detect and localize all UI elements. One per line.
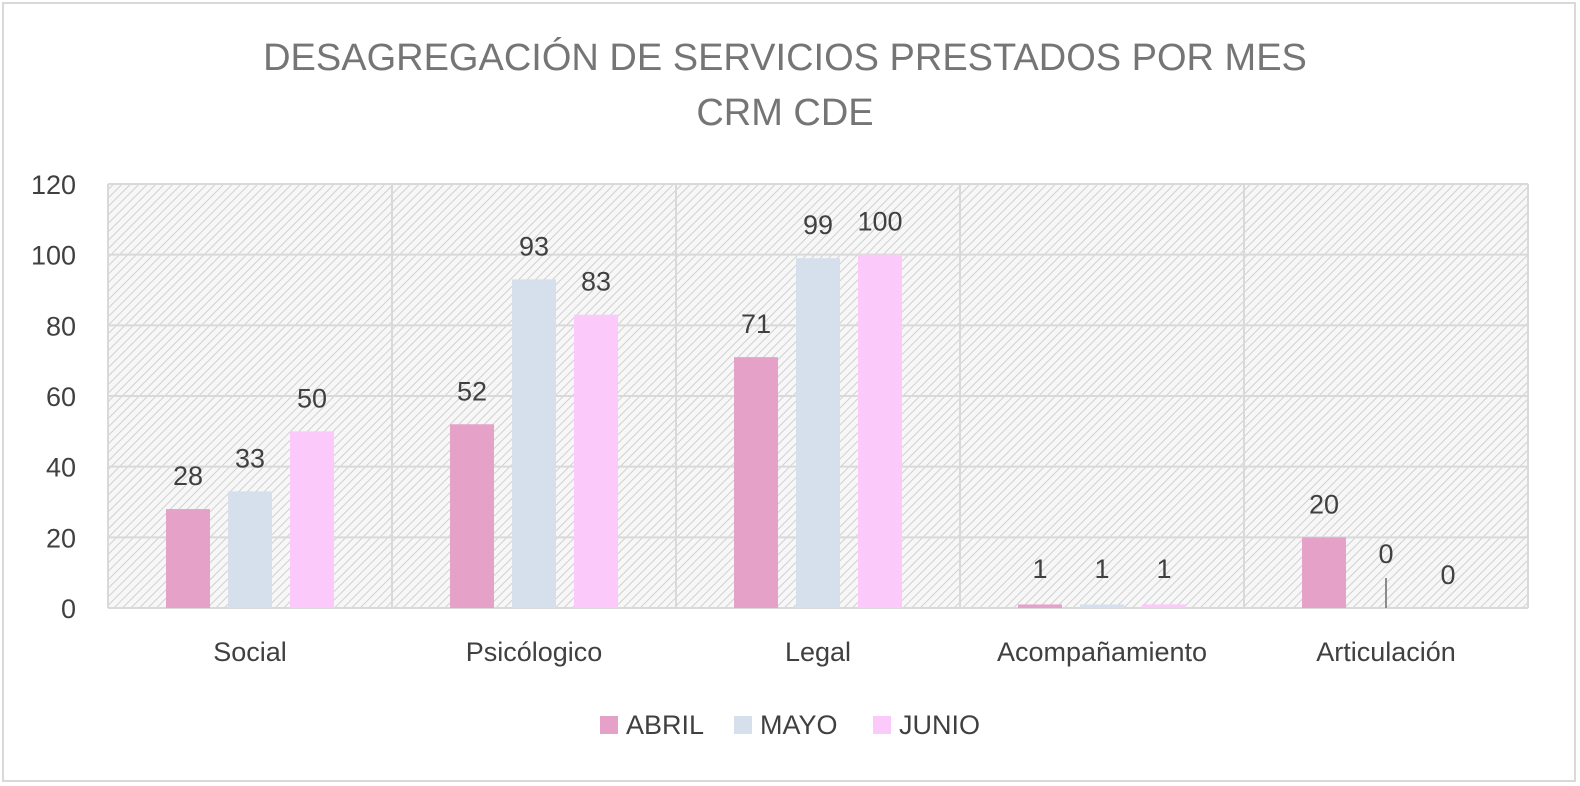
data-label: 1 bbox=[1094, 554, 1109, 584]
category-label: Psicólogico bbox=[466, 637, 603, 667]
bar-abril bbox=[1018, 604, 1062, 608]
bar-abril bbox=[450, 424, 494, 608]
data-label: 52 bbox=[457, 376, 487, 406]
legend-swatch-mayo bbox=[734, 716, 752, 734]
bar-mayo bbox=[796, 258, 840, 608]
y-tick-label: 0 bbox=[61, 594, 76, 624]
data-label: 0 bbox=[1378, 539, 1393, 569]
data-label: 83 bbox=[581, 267, 611, 297]
y-tick-label: 60 bbox=[46, 382, 76, 412]
bar-mayo bbox=[512, 279, 556, 608]
legend: ABRIL MAYO JUNIO bbox=[600, 710, 980, 740]
legend-swatch-junio bbox=[873, 716, 891, 734]
bar-abril bbox=[1302, 537, 1346, 608]
data-label: 93 bbox=[519, 231, 549, 261]
chart-title: DESAGREGACIÓN DE SERVICIOS PRESTADOS POR… bbox=[263, 36, 1307, 134]
legend-swatch-abril bbox=[600, 716, 618, 734]
y-tick-label: 40 bbox=[46, 453, 76, 483]
data-labels: 28 33 50 52 93 83 71 99 100 1 1 1 20 0 0 bbox=[173, 207, 1456, 608]
legend-label: JUNIO bbox=[899, 710, 980, 740]
y-tick-label: 20 bbox=[46, 523, 76, 553]
category-label: Social bbox=[213, 637, 287, 667]
data-label: 1 bbox=[1032, 554, 1047, 584]
data-label: 99 bbox=[803, 210, 833, 240]
data-label: 50 bbox=[297, 383, 327, 413]
category-label: Acompañamiento bbox=[997, 637, 1207, 667]
bar-mayo bbox=[1080, 604, 1124, 608]
category-label: Legal bbox=[785, 637, 851, 667]
chart-title-line-2: CRM CDE bbox=[696, 92, 873, 134]
bar-junio bbox=[858, 254, 902, 608]
bars bbox=[166, 254, 1346, 608]
chart-title-line-1: DESAGREGACIÓN DE SERVICIOS PRESTADOS POR… bbox=[263, 36, 1307, 79]
bar-mayo bbox=[228, 491, 272, 608]
bar-junio bbox=[1142, 604, 1186, 608]
data-label: 71 bbox=[741, 309, 771, 339]
data-label: 33 bbox=[235, 443, 265, 473]
bar-junio bbox=[574, 314, 618, 608]
bar-abril bbox=[166, 509, 210, 608]
bar-junio bbox=[290, 431, 334, 608]
data-label: 1 bbox=[1156, 554, 1171, 584]
bar-abril bbox=[734, 357, 778, 608]
legend-label: MAYO bbox=[760, 710, 838, 740]
y-tick-label: 80 bbox=[46, 311, 76, 341]
y-tick-label: 120 bbox=[31, 170, 76, 200]
category-label: Articulación bbox=[1316, 637, 1456, 667]
data-label: 28 bbox=[173, 461, 203, 491]
data-label: 100 bbox=[857, 207, 902, 237]
x-axis-category-labels: Social Psicólogico Legal Acompañamiento Arti… bbox=[213, 637, 1456, 667]
y-axis-tick-labels: 0 20 40 60 80 100 120 bbox=[31, 170, 76, 624]
data-label: 20 bbox=[1309, 489, 1339, 519]
y-tick-label: 100 bbox=[31, 241, 76, 271]
legend-label: ABRIL bbox=[626, 710, 704, 740]
data-label: 0 bbox=[1440, 560, 1455, 590]
